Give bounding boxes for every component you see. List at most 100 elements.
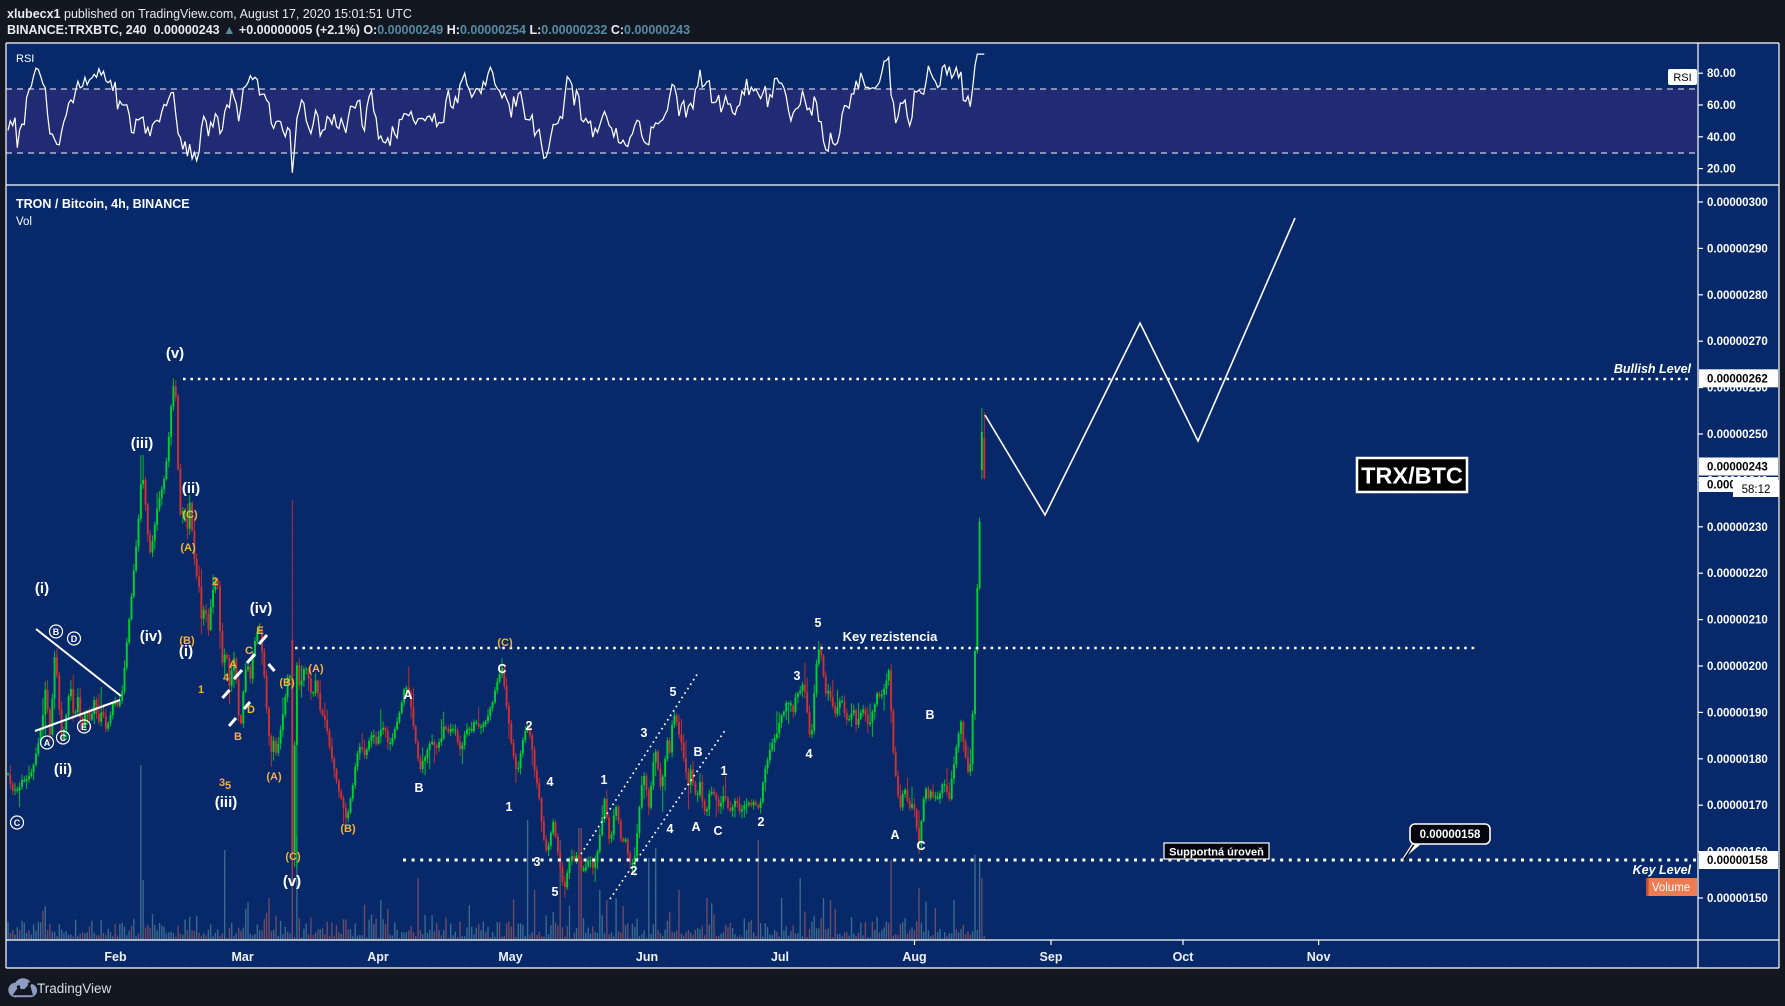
- svg-text:Sep: Sep: [1040, 950, 1063, 964]
- svg-text:Key Level: Key Level: [1633, 863, 1692, 877]
- svg-text:C: C: [713, 824, 722, 838]
- svg-text:0.00000220: 0.00000220: [1707, 568, 1768, 580]
- svg-text:0.00000300: 0.00000300: [1707, 197, 1768, 209]
- svg-text:Key rezistencia: Key rezistencia: [843, 629, 938, 644]
- svg-text:(C): (C): [285, 851, 301, 863]
- svg-text:2: 2: [212, 576, 218, 588]
- svg-text:TradingView: TradingView: [37, 981, 112, 996]
- svg-text:C: C: [916, 839, 925, 853]
- svg-text:5: 5: [225, 780, 231, 792]
- svg-text:A: A: [403, 688, 412, 702]
- svg-text:1: 1: [601, 773, 608, 787]
- svg-text:RSI: RSI: [1673, 72, 1691, 84]
- svg-text:May: May: [498, 950, 522, 964]
- svg-text:0.00000210: 0.00000210: [1707, 615, 1768, 627]
- svg-text:0.00000158: 0.00000158: [1420, 829, 1481, 841]
- svg-text:0.00000270: 0.00000270: [1707, 336, 1768, 348]
- svg-text:Jul: Jul: [771, 950, 789, 964]
- svg-text:(ii): (ii): [182, 480, 200, 497]
- svg-text:5: 5: [670, 685, 677, 699]
- svg-text:TRON / Bitcoin, 4h, BINANCE: TRON / Bitcoin, 4h, BINANCE: [16, 197, 190, 211]
- svg-text:C: C: [245, 645, 253, 657]
- svg-text:(C): (C): [182, 509, 198, 521]
- svg-text:A: A: [44, 738, 51, 748]
- svg-text:0.00000290: 0.00000290: [1707, 243, 1768, 255]
- svg-text:(iv): (iv): [140, 628, 163, 645]
- svg-text:0.00000200: 0.00000200: [1707, 661, 1768, 673]
- svg-text:D: D: [247, 704, 255, 716]
- svg-text:(ii): (ii): [54, 761, 72, 778]
- svg-text:0.00000250: 0.00000250: [1707, 429, 1768, 441]
- svg-text:3: 3: [534, 855, 541, 869]
- svg-text:Supportná úroveň: Supportná úroveň: [1169, 847, 1264, 859]
- svg-text:Volume: Volume: [1652, 882, 1690, 894]
- svg-text:C: C: [497, 662, 506, 676]
- svg-text:0.00000243: 0.00000243: [1707, 462, 1768, 474]
- svg-text:4: 4: [806, 747, 813, 761]
- svg-text:C: C: [60, 733, 67, 743]
- svg-text:(v): (v): [166, 345, 184, 362]
- svg-text:2: 2: [526, 719, 533, 733]
- svg-text:3: 3: [794, 669, 801, 683]
- svg-text:3: 3: [641, 726, 648, 740]
- svg-text:0.00000150: 0.00000150: [1707, 893, 1768, 905]
- svg-text:(iv): (iv): [250, 600, 273, 617]
- svg-text:(v): (v): [283, 873, 301, 890]
- svg-text:Mar: Mar: [231, 950, 253, 964]
- svg-text:(iii): (iii): [215, 794, 238, 811]
- svg-text:58:12: 58:12: [1742, 484, 1771, 496]
- svg-text:Aug: Aug: [902, 950, 926, 964]
- svg-text:Apr: Apr: [367, 950, 389, 964]
- svg-text:1: 1: [721, 764, 728, 778]
- svg-text:Jun: Jun: [636, 950, 658, 964]
- svg-text:C: C: [14, 818, 21, 828]
- svg-text:40.00: 40.00: [1707, 132, 1736, 144]
- svg-text:0.00000280: 0.00000280: [1707, 290, 1768, 302]
- svg-text:(iii): (iii): [131, 435, 154, 452]
- svg-text:0.00000158: 0.00000158: [1707, 855, 1768, 867]
- svg-text:5: 5: [552, 885, 559, 899]
- svg-text:3: 3: [219, 777, 225, 789]
- svg-text:2: 2: [631, 864, 638, 878]
- svg-text:B: B: [925, 708, 934, 722]
- svg-text:A: A: [691, 820, 700, 834]
- svg-text:TRX/BTC: TRX/BTC: [1361, 463, 1463, 489]
- svg-text:A: A: [229, 659, 237, 671]
- svg-text:B: B: [53, 627, 60, 637]
- svg-text:(A): (A): [266, 771, 282, 783]
- svg-text:A: A: [890, 828, 899, 842]
- svg-text:(A): (A): [180, 542, 196, 554]
- svg-text:B: B: [234, 731, 242, 743]
- svg-text:(C): (C): [497, 637, 513, 649]
- svg-text:B: B: [414, 781, 423, 795]
- svg-text:E: E: [81, 722, 87, 732]
- svg-text:RSI: RSI: [16, 53, 34, 65]
- svg-text:(i): (i): [179, 643, 193, 660]
- svg-text:Vol: Vol: [16, 216, 32, 228]
- svg-text:4: 4: [223, 672, 230, 684]
- svg-text:B: B: [693, 745, 702, 759]
- svg-text:Oct: Oct: [1173, 950, 1195, 964]
- svg-text:(i): (i): [35, 580, 49, 597]
- svg-text:5: 5: [815, 616, 822, 630]
- svg-text:(A): (A): [308, 663, 324, 675]
- svg-text:80.00: 80.00: [1707, 68, 1736, 80]
- svg-text:(B): (B): [340, 823, 356, 835]
- svg-text:(B): (B): [279, 677, 295, 689]
- svg-text:4: 4: [547, 775, 554, 789]
- svg-text:1: 1: [198, 684, 204, 696]
- svg-text:20.00: 20.00: [1707, 164, 1736, 176]
- svg-text:D: D: [71, 634, 78, 644]
- svg-text:E: E: [256, 625, 263, 637]
- svg-text:0.00000230: 0.00000230: [1707, 522, 1768, 534]
- svg-text:0.00000262: 0.00000262: [1707, 373, 1768, 385]
- svg-text:0.00000170: 0.00000170: [1707, 800, 1768, 812]
- svg-text:0.00000190: 0.00000190: [1707, 707, 1768, 719]
- svg-text:60.00: 60.00: [1707, 100, 1736, 112]
- svg-text:Bullish Level: Bullish Level: [1614, 362, 1692, 376]
- svg-text:1: 1: [506, 800, 513, 814]
- svg-text:(B): (B): [179, 635, 195, 647]
- svg-text:Nov: Nov: [1307, 950, 1331, 964]
- svg-text:2: 2: [758, 815, 765, 829]
- svg-text:Feb: Feb: [104, 950, 127, 964]
